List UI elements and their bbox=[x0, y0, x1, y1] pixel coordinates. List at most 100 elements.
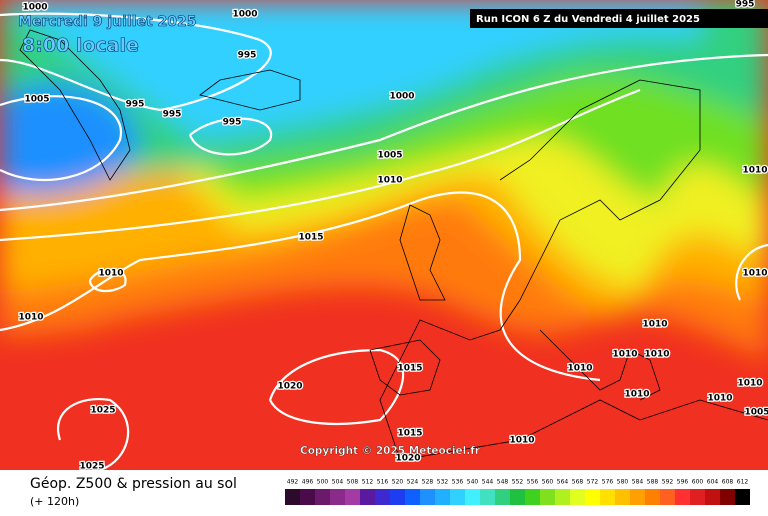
isobar-label: 1020 bbox=[395, 454, 420, 464]
z500-field bbox=[0, 0, 768, 360]
scale-swatch bbox=[540, 489, 555, 505]
scale-label: 592 bbox=[662, 479, 674, 486]
scale-label: 604 bbox=[707, 479, 719, 486]
scale-label: 608 bbox=[722, 479, 734, 486]
isobar-label: 1010 bbox=[509, 436, 534, 446]
isobar-label: 1015 bbox=[298, 233, 323, 243]
isobar-label: 1010 bbox=[612, 350, 637, 360]
scale-label: 500 bbox=[317, 479, 329, 486]
scale-swatch bbox=[405, 489, 420, 505]
scale-label: 560 bbox=[542, 479, 554, 486]
scale-swatch bbox=[705, 489, 720, 505]
isobar-label: 1015 bbox=[397, 429, 422, 439]
isobar-label: 1010 bbox=[98, 269, 123, 279]
scale-swatch bbox=[645, 489, 660, 505]
footer-lead: (+ 120h) bbox=[30, 495, 79, 508]
isobar-label: 1010 bbox=[642, 320, 667, 330]
scale-swatch bbox=[735, 489, 750, 505]
isobar-label: 1010 bbox=[742, 269, 767, 279]
scale-swatch bbox=[675, 489, 690, 505]
scale-swatch bbox=[315, 489, 330, 505]
scale-label: 588 bbox=[647, 479, 659, 486]
isobar-labels: 1000 1000 995 995 1005 995 995 995 1000 1005 1010 1… bbox=[17, 0, 768, 473]
scale-swatch bbox=[390, 489, 405, 505]
scale-swatch bbox=[570, 489, 585, 505]
isobar-label: 995 bbox=[736, 0, 755, 10]
scale-swatch bbox=[285, 489, 300, 505]
scale-label: 536 bbox=[452, 479, 464, 486]
scale-label: 584 bbox=[632, 479, 644, 486]
coastlines bbox=[19, 29, 768, 461]
scale-swatch bbox=[495, 489, 510, 505]
isobar-label: 1010 bbox=[377, 176, 402, 186]
copyright: Copyright © 2025 Meteociel.fr bbox=[300, 445, 481, 457]
isobar-label: 1005 bbox=[744, 408, 768, 418]
scale-swatch bbox=[615, 489, 630, 505]
scale-swatch bbox=[690, 489, 705, 505]
scale-label: 508 bbox=[347, 479, 359, 486]
isobar-label: 1010 bbox=[18, 313, 43, 323]
isobar-label: 1015 bbox=[397, 364, 422, 374]
scale-swatch bbox=[360, 489, 375, 505]
scale-swatch bbox=[600, 489, 615, 505]
scale-label: 516 bbox=[377, 479, 389, 486]
isobar-label: 1010 bbox=[737, 379, 762, 389]
scale-label: 552 bbox=[512, 479, 524, 486]
scale-swatch bbox=[720, 489, 735, 505]
isobar-label: 1010 bbox=[644, 350, 669, 360]
scale-label: 520 bbox=[392, 479, 404, 486]
isobar-label: 1010 bbox=[624, 390, 649, 400]
isobar-lines bbox=[0, 12, 768, 472]
scale-label: 572 bbox=[587, 479, 599, 486]
scale-swatch bbox=[435, 489, 450, 505]
scale-label: 504 bbox=[332, 479, 344, 486]
scale-swatch bbox=[450, 489, 465, 505]
color-scale: 492 496 500 504 508 512 516 520 524 528 532 536 540 5… bbox=[285, 479, 750, 505]
isobar-label: 1025 bbox=[90, 406, 115, 416]
scale-swatch bbox=[630, 489, 645, 505]
scale-label: 612 bbox=[737, 479, 749, 486]
scale-label: 496 bbox=[302, 479, 314, 486]
scale-swatch bbox=[375, 489, 390, 505]
isobar-label: 1005 bbox=[377, 151, 402, 161]
scale-label: 544 bbox=[482, 479, 494, 486]
scale-swatch bbox=[345, 489, 360, 505]
isobar-label: 1000 bbox=[22, 3, 47, 13]
isobar-label: 1020 bbox=[277, 382, 302, 392]
isobar-label: 995 bbox=[238, 51, 257, 61]
scale-label: 580 bbox=[617, 479, 629, 486]
scale-swatch bbox=[465, 489, 480, 505]
scale-swatch bbox=[330, 489, 345, 505]
scale-label: 524 bbox=[407, 479, 419, 486]
isobar-label: 1005 bbox=[24, 95, 49, 105]
isobar-label: 1010 bbox=[567, 364, 592, 374]
scale-label: 556 bbox=[527, 479, 539, 486]
footer-title: Géop. Z500 & pression au sol bbox=[30, 476, 237, 492]
scale-swatch bbox=[525, 489, 540, 505]
scale-swatch bbox=[585, 489, 600, 505]
isobar-label: 1025 bbox=[79, 462, 104, 472]
scale-label: 532 bbox=[437, 479, 449, 486]
isobar-label: 995 bbox=[223, 118, 242, 128]
scale-swatch bbox=[300, 489, 315, 505]
scale-swatch bbox=[510, 489, 525, 505]
scale-label: 528 bbox=[422, 479, 434, 486]
scale-label: 568 bbox=[572, 479, 584, 486]
isobar-label: 1010 bbox=[742, 166, 767, 176]
forecast-time: 8:00 locale bbox=[22, 35, 139, 57]
isobar-label: 1000 bbox=[389, 92, 414, 102]
isobar-label: 995 bbox=[126, 100, 145, 110]
scale-swatch bbox=[480, 489, 495, 505]
run-box bbox=[470, 9, 768, 28]
scale-label: 600 bbox=[692, 479, 704, 486]
header: Mercredi 9 juillet 2025 8:00 locale Run … bbox=[18, 9, 768, 57]
forecast-date: Mercredi 9 juillet 2025 bbox=[18, 14, 197, 30]
scale-swatch bbox=[660, 489, 675, 505]
scale-label: 564 bbox=[557, 479, 569, 486]
scale-label: 540 bbox=[467, 479, 479, 486]
scale-label: 548 bbox=[497, 479, 509, 486]
scale-label: 512 bbox=[362, 479, 374, 486]
isobar-label: 995 bbox=[163, 110, 182, 120]
